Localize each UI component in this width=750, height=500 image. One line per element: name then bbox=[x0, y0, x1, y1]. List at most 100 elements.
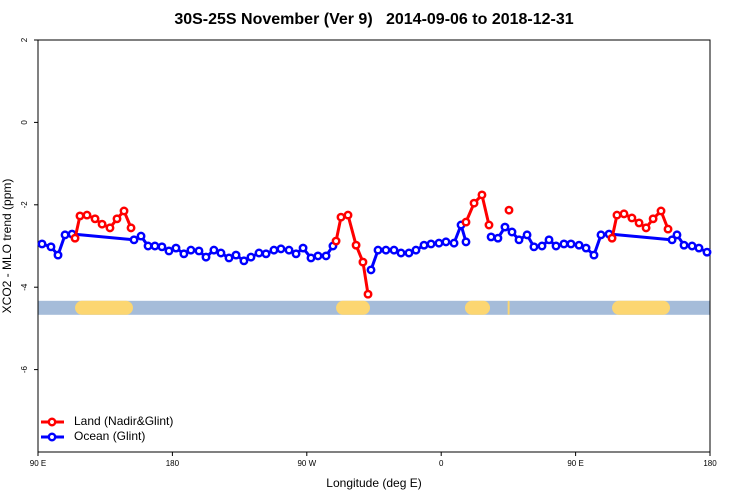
series-point bbox=[46, 242, 56, 252]
series-point bbox=[404, 248, 414, 258]
series-point bbox=[351, 240, 361, 250]
x-tick-label: 180 bbox=[166, 459, 180, 468]
series-point bbox=[70, 233, 80, 243]
series-point bbox=[581, 243, 591, 253]
y-axis-label: XCO2 - MLO trend (ppm) bbox=[0, 179, 14, 314]
series-point bbox=[254, 248, 264, 258]
series-point bbox=[514, 235, 524, 245]
series-point bbox=[164, 246, 174, 256]
series-point bbox=[231, 250, 241, 260]
series-point bbox=[216, 248, 226, 258]
ocean-strip bbox=[38, 300, 710, 315]
series-point bbox=[396, 248, 406, 258]
series-point bbox=[119, 206, 129, 216]
series-point bbox=[284, 245, 294, 255]
series-point bbox=[246, 252, 256, 262]
series-point bbox=[336, 212, 346, 222]
legend-label: Ocean (Glint) bbox=[74, 429, 145, 443]
series-point bbox=[687, 241, 697, 251]
series-point bbox=[551, 241, 561, 251]
series-point bbox=[627, 213, 637, 223]
series-point bbox=[53, 250, 63, 260]
series-point bbox=[298, 243, 308, 253]
series-point bbox=[313, 251, 323, 261]
series-point bbox=[224, 253, 234, 263]
series-point bbox=[663, 224, 673, 234]
series-point bbox=[276, 244, 286, 254]
chart-title: 30S-25S November (Ver 9) 2014-09-06 to 2… bbox=[174, 11, 573, 28]
series-point bbox=[381, 245, 391, 255]
x-tick-label: 90 W bbox=[297, 459, 316, 468]
x-tick-label: 0 bbox=[439, 459, 444, 468]
series-point bbox=[461, 237, 471, 247]
legend-label: Land (Nadir&Glint) bbox=[74, 414, 173, 428]
series-point bbox=[171, 243, 181, 253]
series-point bbox=[126, 223, 136, 233]
series-point bbox=[596, 230, 606, 240]
series-point bbox=[75, 211, 85, 221]
series-point bbox=[291, 249, 301, 259]
series-point bbox=[97, 219, 107, 229]
series-point bbox=[672, 230, 682, 240]
x-axis-label: Longitude (deg E) bbox=[326, 476, 421, 490]
land-segment bbox=[507, 300, 510, 315]
series-point bbox=[60, 230, 70, 240]
series-point bbox=[261, 249, 271, 259]
series-point bbox=[529, 242, 539, 252]
series-point bbox=[90, 214, 100, 224]
series-point bbox=[239, 256, 249, 266]
series-point bbox=[667, 235, 677, 245]
series-point bbox=[179, 249, 189, 259]
series-point bbox=[634, 218, 644, 228]
series-point bbox=[537, 241, 547, 251]
series-point bbox=[612, 210, 622, 220]
series-point bbox=[434, 238, 444, 248]
series-point bbox=[702, 247, 712, 257]
series-point bbox=[619, 209, 629, 219]
land-segment bbox=[75, 300, 133, 315]
series-point bbox=[82, 210, 92, 220]
series-point bbox=[589, 250, 599, 260]
series-point bbox=[143, 241, 153, 251]
series-point bbox=[186, 245, 196, 255]
series-point bbox=[641, 223, 651, 233]
x-tick-label: 90 E bbox=[567, 459, 583, 468]
series-point bbox=[607, 233, 617, 243]
x-tick-label: 180 bbox=[703, 459, 717, 468]
series-point bbox=[105, 223, 115, 233]
land-segment bbox=[336, 300, 370, 315]
series-point bbox=[522, 230, 532, 240]
series-point bbox=[426, 239, 436, 249]
series-point bbox=[486, 232, 496, 242]
series-point bbox=[389, 245, 399, 255]
series-point bbox=[129, 235, 139, 245]
series-point bbox=[321, 251, 331, 261]
series-point bbox=[648, 214, 658, 224]
series-point bbox=[269, 245, 279, 255]
series-point bbox=[694, 243, 704, 253]
legend-marker bbox=[47, 432, 57, 442]
series-point bbox=[136, 231, 146, 241]
x-tick-label: 90 E bbox=[30, 459, 46, 468]
series-point bbox=[150, 241, 160, 251]
series-point bbox=[544, 235, 554, 245]
series-point bbox=[441, 237, 451, 247]
legend-marker bbox=[47, 417, 57, 427]
series-point bbox=[157, 242, 167, 252]
series-point bbox=[331, 236, 341, 246]
series-point bbox=[504, 205, 514, 215]
series-point bbox=[306, 253, 316, 263]
series-point bbox=[209, 245, 219, 255]
y-tick-label: 2 bbox=[20, 37, 29, 42]
series-point bbox=[112, 214, 122, 224]
series-point bbox=[194, 246, 204, 256]
series-point bbox=[343, 210, 353, 220]
series-point bbox=[574, 240, 584, 250]
y-tick-label: -6 bbox=[20, 365, 29, 373]
series-point bbox=[37, 239, 47, 249]
land-segment bbox=[612, 300, 670, 315]
plot-frame bbox=[37, 39, 711, 453]
series-point bbox=[366, 265, 376, 275]
series-point bbox=[411, 245, 421, 255]
